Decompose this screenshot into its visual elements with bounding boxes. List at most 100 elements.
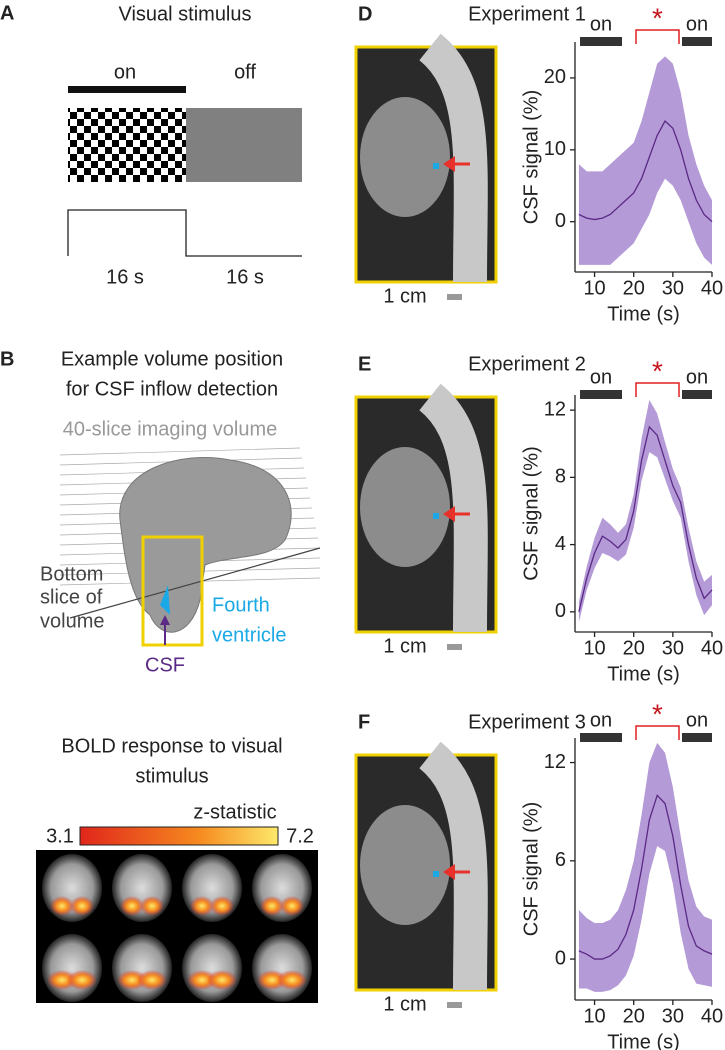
brain-slices (42, 854, 312, 1002)
y-tick-label: 8 (555, 466, 566, 488)
ci-band (578, 56, 712, 265)
scale-bar (447, 294, 462, 300)
on-label: on (686, 709, 708, 731)
x-tick-label: 30 (662, 637, 684, 659)
bottom-slice-label: slice of (40, 586, 103, 608)
x-tick-label: 10 (583, 637, 605, 659)
mean-line (578, 794, 713, 960)
activation (120, 896, 144, 916)
on-label: on (114, 61, 136, 83)
arrowhead (443, 864, 455, 880)
scale-bar (447, 644, 462, 650)
on-bar (682, 37, 712, 46)
x-tick-label: 40 (701, 277, 723, 299)
activation (137, 970, 167, 990)
on-bar (682, 390, 712, 399)
activation (67, 970, 97, 990)
brain-slice (182, 854, 242, 922)
activation (190, 896, 214, 916)
bottom-slice-label: volume (40, 610, 104, 632)
significance-bracket (635, 725, 680, 740)
x-axis-label: Time (s) (607, 1031, 680, 1050)
ci-band (578, 742, 712, 992)
mri-images (354, 33, 498, 992)
x-tick-label: 20 (623, 277, 645, 299)
x-axis-label: Time (s) (607, 663, 680, 685)
y-tick-label: 20 (544, 66, 566, 88)
chart-title: Experiment 1 (468, 3, 586, 25)
significance: * (652, 355, 663, 386)
x-tick-label: 30 (662, 277, 684, 299)
y-tick-label: 12 (544, 398, 566, 420)
scale-label: 1 cm (383, 635, 426, 657)
duration-label: 16 s (106, 266, 144, 288)
roi-marker (433, 871, 439, 877)
ci-band (578, 400, 712, 622)
stimulus-timing (67, 209, 302, 257)
activation (70, 896, 94, 916)
panel-label: D (358, 3, 372, 25)
mean-line (578, 120, 713, 223)
activation (210, 896, 234, 916)
brain-slice (252, 854, 312, 922)
activation (140, 896, 164, 916)
activation (280, 896, 304, 916)
panel-label: F (358, 711, 370, 733)
fourth-ventricle (160, 585, 170, 615)
x-tick-label: 40 (701, 1005, 723, 1027)
activation (207, 970, 237, 990)
scale-label: 1 cm (383, 285, 426, 307)
bottom-slice (69, 547, 321, 619)
brain-slice (252, 934, 312, 1002)
on-bar (682, 733, 712, 742)
y-tick-label: 0 (555, 600, 566, 622)
brain-slice (42, 934, 102, 1002)
brainstem (418, 741, 488, 991)
chart-title: Experiment 2 (468, 353, 586, 375)
y-axis-label: CSF signal (%) (520, 802, 542, 936)
on-label: on (590, 13, 612, 35)
ventricle-label: Fourth (212, 594, 270, 616)
brain-slice (112, 934, 172, 1002)
bold-title: stimulus (135, 765, 208, 787)
colorbar-title: z-statistic (193, 801, 276, 823)
on-label: on (590, 709, 612, 731)
brainstem (418, 33, 488, 283)
y-tick-label: 0 (555, 947, 566, 969)
volume-label: 40-slice imaging volume (63, 418, 278, 440)
x-tick-label: 10 (583, 277, 605, 299)
csf-label: CSF (145, 654, 185, 676)
scale-label: 1 cm (383, 993, 426, 1015)
duration-label: 16 s (226, 266, 264, 288)
mean-line (578, 425, 713, 612)
x-tick-label: 40 (701, 637, 723, 659)
gray-screen (186, 108, 302, 182)
x-axis-label: Time (s) (607, 303, 680, 325)
y-tick-label: 6 (555, 849, 566, 871)
cerebellum (360, 97, 450, 217)
roi-marker (433, 513, 439, 519)
significance: * (652, 698, 663, 729)
roi-marker (433, 163, 439, 169)
y-tick-label: 4 (555, 533, 566, 555)
on-bar (580, 37, 622, 46)
on-label: on (686, 13, 708, 35)
y-axis-label: CSF signal (%) (520, 446, 542, 580)
csf-arrowhead (160, 615, 170, 625)
colorbar (79, 826, 279, 846)
panel-label: B (0, 348, 14, 370)
colorbar-min: 3.1 (46, 825, 74, 847)
y-axis-label: CSF signal (%) (520, 90, 542, 224)
on-label: on (686, 366, 708, 388)
bottom-slice-label: Bottom (40, 563, 103, 585)
activation (260, 896, 284, 916)
activation (277, 970, 307, 990)
chart-title: Experiment 3 (468, 711, 586, 733)
brain-slice (182, 934, 242, 1002)
panel-title: Visual stimulus (118, 3, 251, 25)
on-label: on (590, 366, 612, 388)
brain-slice (42, 854, 102, 922)
on-bar (580, 733, 622, 742)
y-tick-label: 12 (544, 751, 566, 773)
